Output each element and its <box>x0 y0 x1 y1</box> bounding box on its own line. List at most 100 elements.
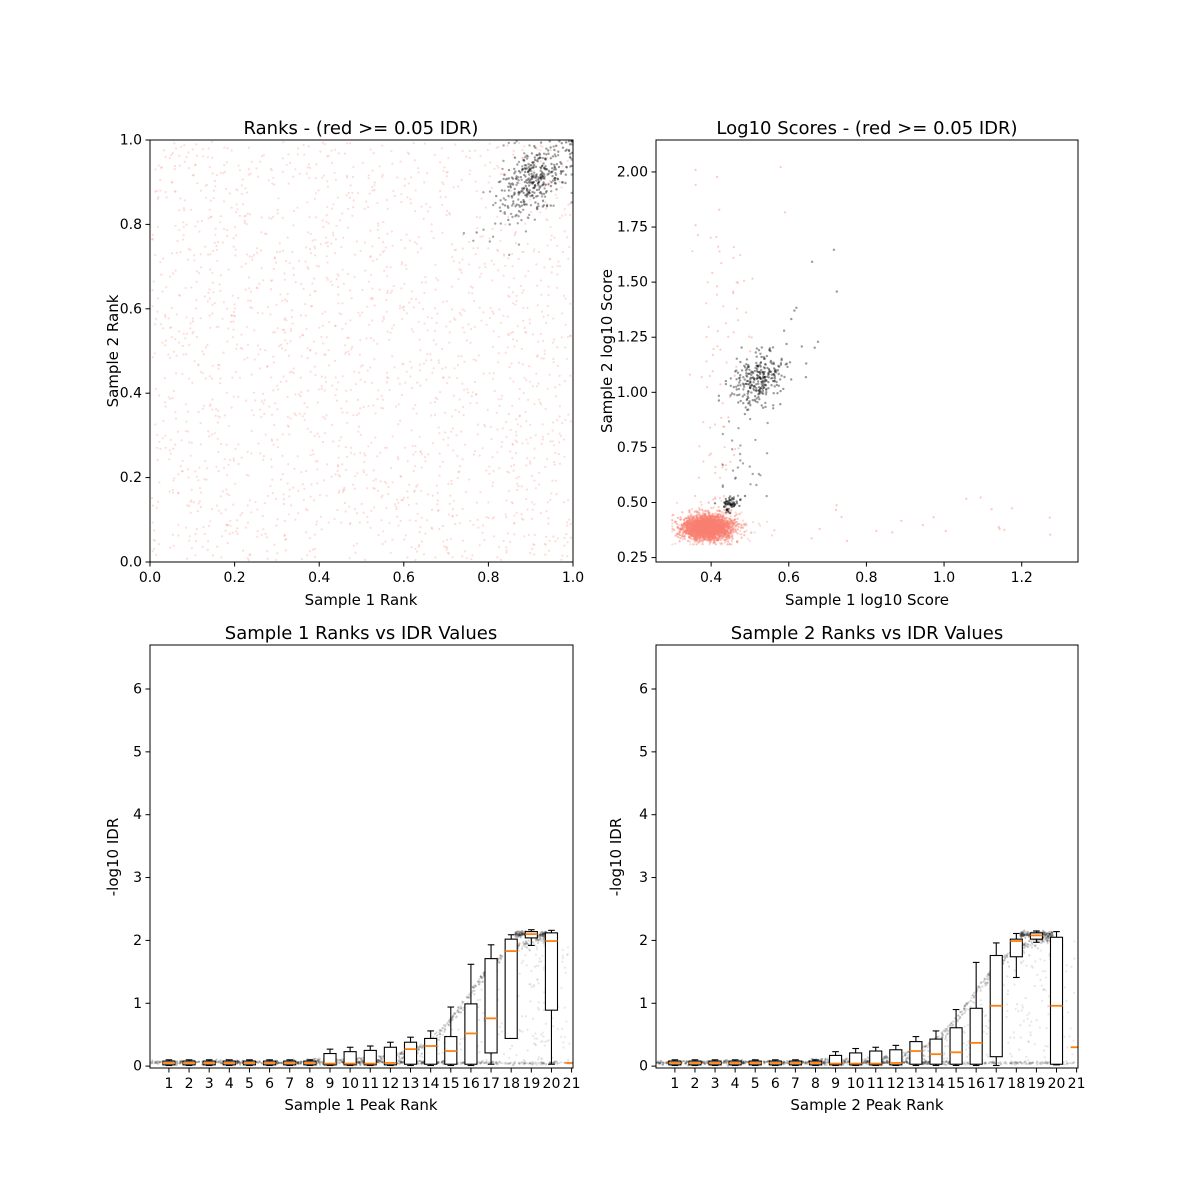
y-axis-label: -log10 IDR <box>104 818 122 897</box>
plot-sample1-idr: Sample 1 Ranks vs IDR Values Sample 1 Pe… <box>104 623 581 1114</box>
x-tick-label: 20 <box>1048 1076 1066 1092</box>
y-axis-label: Sample 2 Rank <box>104 294 122 407</box>
x-tick-label: 0.6 <box>393 570 415 586</box>
y-tick-label: 0.4 <box>120 386 142 402</box>
boxplot-layer <box>668 930 1078 1067</box>
y-tick-label: 5 <box>133 744 142 760</box>
axes-frame <box>149 644 574 1069</box>
x-tick-label: 14 <box>927 1076 945 1092</box>
plot-area-log10-scores: 0.4 0.6 0.8 1.0 1.2 0.25 0.50 0.75 1.00 1.25 1.50 1… <box>617 139 1079 586</box>
x-tick-label: 0.8 <box>477 570 499 586</box>
x-tick-label: 17 <box>987 1076 1005 1092</box>
x-tick-label: 2 <box>691 1076 700 1092</box>
plot-title: Ranks - (red >= 0.05 IDR) <box>244 118 479 139</box>
plot-title: Sample 1 Ranks vs IDR Values <box>225 623 497 644</box>
y-tick-label: 0.50 <box>617 495 648 511</box>
x-tick-label: 4 <box>225 1076 234 1092</box>
y-tick-label: 0.6 <box>120 301 142 317</box>
y-axis-label: Sample 2 log10 Score <box>598 269 616 433</box>
x-tick-label: 7 <box>285 1076 294 1092</box>
y-tick-label: 0.2 <box>120 470 142 486</box>
x-tick-label: 4 <box>731 1076 740 1092</box>
data-layer <box>656 929 1078 1067</box>
x-tick-label: 0.8 <box>855 570 877 586</box>
x-tick-label: 3 <box>711 1076 720 1092</box>
x-tick-label: 12 <box>381 1076 399 1092</box>
y-tick-label: 6 <box>639 681 648 697</box>
x-tick-label: 0.0 <box>139 570 161 586</box>
x-tick-label: 9 <box>831 1076 840 1092</box>
x-axis-label: Sample 2 Peak Rank <box>790 1096 943 1114</box>
x-tick-label: 21 <box>563 1076 581 1092</box>
axes-frame <box>655 139 1079 563</box>
x-tick-label: 20 <box>543 1076 561 1092</box>
y-tick-label: 0.8 <box>120 217 142 233</box>
tick-marks-and-labels: 0.4 0.6 0.8 1.0 1.2 0.25 0.50 0.75 1.00 1.25 1.50 1… <box>617 164 1033 586</box>
x-tick-label: 8 <box>811 1076 820 1092</box>
y-tick-label: 6 <box>133 681 142 697</box>
plot-sample2-idr: Sample 2 Ranks vs IDR Values Sample 2 Pe… <box>607 623 1086 1114</box>
y-tick-label: 1.25 <box>617 330 648 346</box>
y-tick-label: 5 <box>639 744 648 760</box>
x-tick-label: 1.0 <box>562 570 584 586</box>
y-tick-label: 1 <box>133 996 142 1012</box>
y-tick-label: 0.75 <box>617 440 648 456</box>
x-tick-label: 19 <box>522 1076 540 1092</box>
x-tick-label: 6 <box>265 1076 274 1092</box>
x-tick-label: 10 <box>847 1076 865 1092</box>
data-layer <box>150 929 573 1067</box>
x-tick-label: 16 <box>967 1076 985 1092</box>
x-tick-label: 9 <box>326 1076 335 1092</box>
x-tick-label: 1.0 <box>933 570 955 586</box>
x-tick-label: 2 <box>185 1076 194 1092</box>
y-tick-label: 2.00 <box>617 164 648 180</box>
x-tick-label: 3 <box>205 1076 214 1092</box>
x-tick-label: 21 <box>1068 1076 1086 1092</box>
x-tick-label: 15 <box>442 1076 460 1092</box>
y-tick-label: 2 <box>133 933 142 949</box>
x-tick-label: 1 <box>670 1076 679 1092</box>
x-tick-label: 7 <box>791 1076 800 1092</box>
plot-title: Log10 Scores - (red >= 0.05 IDR) <box>716 118 1017 139</box>
x-tick-label: 1.2 <box>1011 570 1033 586</box>
x-tick-label: 11 <box>361 1076 379 1092</box>
x-axis-label: Sample 1 log10 Score <box>785 591 949 609</box>
plot-ranks: Ranks - (red >= 0.05 IDR) Sample 1 Rank … <box>104 118 584 609</box>
x-tick-label: 14 <box>422 1076 440 1092</box>
x-tick-label: 0.4 <box>308 570 330 586</box>
y-tick-label: 0 <box>639 1059 648 1075</box>
axes-frame <box>655 644 1079 1069</box>
y-tick-label: 0.0 <box>120 555 142 571</box>
scatter-points <box>671 166 1052 546</box>
x-tick-label: 5 <box>245 1076 254 1092</box>
x-axis-label: Sample 1 Peak Rank <box>284 1096 437 1114</box>
x-tick-label: 5 <box>751 1076 760 1092</box>
y-tick-label: 4 <box>133 807 142 823</box>
x-tick-label: 16 <box>462 1076 480 1092</box>
y-tick-label: 1.0 <box>120 133 142 149</box>
y-tick-label: 1.50 <box>617 275 648 291</box>
x-tick-label: 13 <box>907 1076 925 1092</box>
x-tick-label: 12 <box>887 1076 905 1092</box>
x-tick-label: 0.2 <box>223 570 245 586</box>
plot-title: Sample 2 Ranks vs IDR Values <box>731 623 1003 644</box>
scatter-points <box>150 140 573 562</box>
x-tick-label: 6 <box>771 1076 780 1092</box>
x-tick-label: 17 <box>482 1076 500 1092</box>
x-tick-label: 18 <box>1007 1076 1025 1092</box>
y-tick-label: 2 <box>639 933 648 949</box>
y-tick-label: 0.25 <box>617 550 648 566</box>
plot-log10-scores: Log10 Scores - (red >= 0.05 IDR) Sample … <box>598 118 1079 609</box>
y-tick-label: 1.00 <box>617 385 648 401</box>
y-tick-label: 1 <box>639 996 648 1012</box>
data-layer <box>671 166 1052 546</box>
y-tick-label: 3 <box>133 870 142 886</box>
y-tick-label: 1.75 <box>617 220 648 236</box>
x-tick-label: 13 <box>402 1076 420 1092</box>
